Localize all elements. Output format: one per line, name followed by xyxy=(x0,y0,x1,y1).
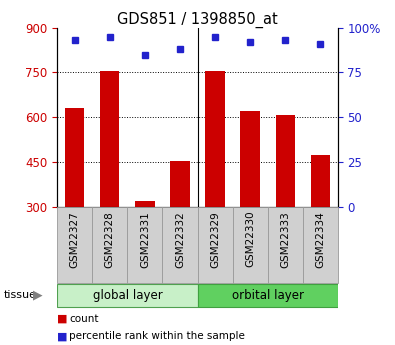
Bar xyxy=(65,108,85,207)
Bar xyxy=(205,71,225,207)
Text: GSM22332: GSM22332 xyxy=(175,211,185,267)
Text: GDS851 / 1398850_at: GDS851 / 1398850_at xyxy=(117,12,278,28)
Text: GSM22327: GSM22327 xyxy=(70,211,80,267)
Text: count: count xyxy=(69,314,99,324)
Text: ■: ■ xyxy=(57,314,68,324)
Text: ▶: ▶ xyxy=(33,289,42,302)
Bar xyxy=(100,71,120,207)
FancyBboxPatch shape xyxy=(57,284,198,307)
FancyBboxPatch shape xyxy=(303,207,338,283)
FancyBboxPatch shape xyxy=(127,207,162,283)
Text: tissue: tissue xyxy=(4,290,37,300)
FancyBboxPatch shape xyxy=(233,207,267,283)
FancyBboxPatch shape xyxy=(198,207,233,283)
Text: GSM22334: GSM22334 xyxy=(315,211,325,267)
FancyBboxPatch shape xyxy=(198,284,338,307)
Text: ■: ■ xyxy=(57,332,68,341)
Text: percentile rank within the sample: percentile rank within the sample xyxy=(69,332,245,341)
Text: GSM22330: GSM22330 xyxy=(245,211,255,267)
Text: GSM22331: GSM22331 xyxy=(140,211,150,267)
Bar xyxy=(135,201,154,207)
Text: GSM22333: GSM22333 xyxy=(280,211,290,267)
Bar xyxy=(310,155,330,207)
Bar xyxy=(170,161,190,207)
FancyBboxPatch shape xyxy=(267,207,303,283)
Text: GSM22328: GSM22328 xyxy=(105,211,115,267)
Bar xyxy=(241,111,260,207)
FancyBboxPatch shape xyxy=(57,207,92,283)
FancyBboxPatch shape xyxy=(92,207,127,283)
Text: GSM22329: GSM22329 xyxy=(210,211,220,267)
Bar xyxy=(275,115,295,207)
Text: global layer: global layer xyxy=(92,289,162,302)
Text: orbital layer: orbital layer xyxy=(231,289,304,302)
FancyBboxPatch shape xyxy=(162,207,198,283)
